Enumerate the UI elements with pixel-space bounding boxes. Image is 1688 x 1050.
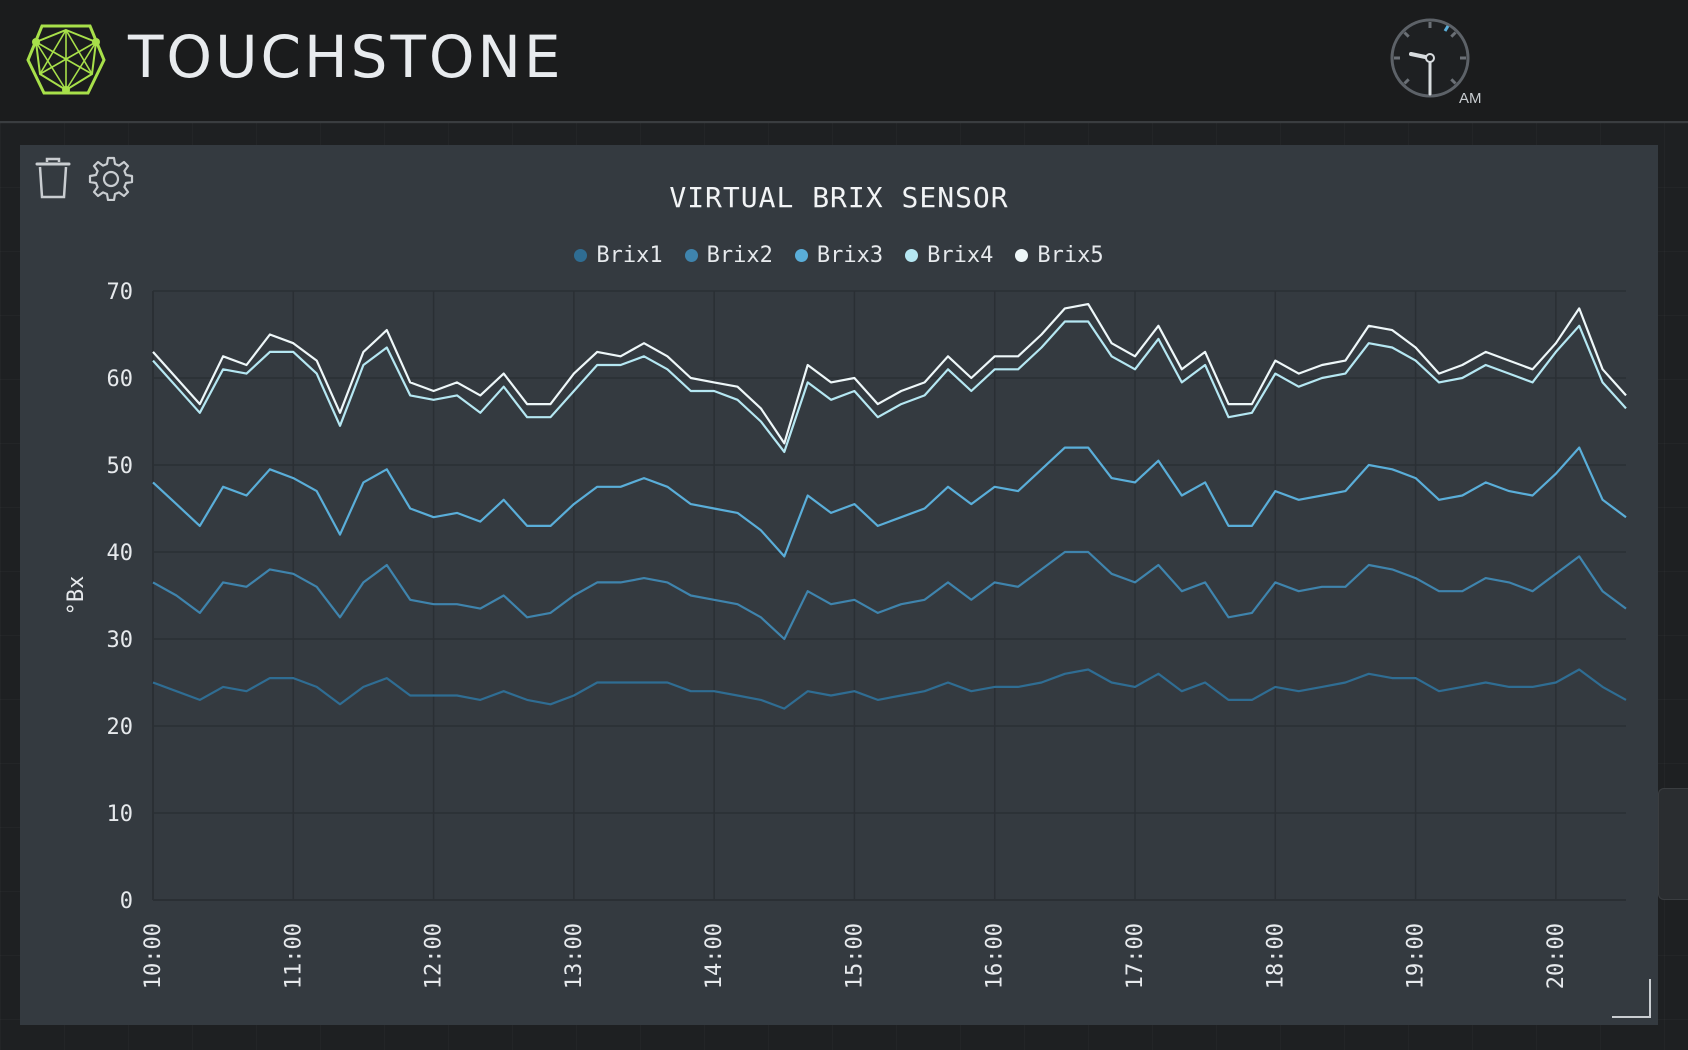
legend-label: Brix4 — [927, 243, 994, 268]
x-tick-label: 13:00 — [562, 923, 587, 989]
clock-icon — [1390, 18, 1470, 98]
x-tick-label: 12:00 — [422, 923, 447, 989]
y-tick-label: 0 — [120, 889, 133, 914]
brand-title: TOUCHSTONE — [128, 23, 564, 91]
trash-icon[interactable] — [34, 157, 72, 199]
series-line-brix5 — [152, 303, 1627, 445]
touchstone-logo-icon — [26, 24, 106, 95]
chart-legend: Brix1 Brix2 Brix3 Brix4 Brix5 — [20, 243, 1658, 268]
x-tick-label: 20:00 — [1544, 923, 1569, 989]
y-tick-label: 30 — [107, 628, 134, 653]
x-tick-label: 17:00 — [1123, 923, 1148, 989]
legend-item-brix1[interactable]: Brix1 — [574, 243, 663, 268]
x-tick-label: 18:00 — [1263, 923, 1288, 989]
legend-label: Brix3 — [816, 243, 884, 268]
line-chart: 0 10 20 30 40 50 60 70 10:00 11:00 12:00 13:00 14:00… — [64, 280, 1627, 989]
chart-title: VIRTUAL BRIX SENSOR — [669, 181, 1009, 214]
series-line-brix1 — [152, 668, 1627, 710]
legend-swatch — [794, 249, 808, 262]
legend-label: Brix1 — [596, 243, 663, 268]
side-drawer-tab[interactable] — [1658, 788, 1688, 900]
legend-item-brix3[interactable]: Brix3 — [794, 243, 884, 268]
chart-widget: VIRTUAL BRIX SENSOR Brix1 Brix2 Brix3 Br… — [20, 145, 1658, 1025]
x-tick-label: 15:00 — [842, 923, 867, 989]
legend-item-brix5[interactable]: Brix5 — [1015, 243, 1104, 268]
series-line-brix4 — [152, 320, 1627, 453]
y-tick-label: 40 — [107, 541, 134, 566]
legend-swatch — [574, 249, 588, 262]
series-line-brix3 — [152, 446, 1627, 558]
y-tick-label: 50 — [107, 454, 134, 479]
series-line-brix2 — [152, 550, 1627, 641]
top-bar: TOUCHSTONE AM — [0, 0, 1688, 123]
legend-item-brix4[interactable]: Brix4 — [905, 243, 993, 268]
y-tick-label: 70 — [107, 280, 134, 305]
x-tick-label: 16:00 — [983, 923, 1008, 989]
gear-icon[interactable] — [88, 155, 134, 201]
legend-label: Brix2 — [706, 243, 773, 268]
x-tick-label: 10:00 — [141, 923, 166, 989]
clock-period: AM — [1459, 90, 1482, 107]
x-tick-label: 11:00 — [281, 923, 306, 989]
y-tick-label: 10 — [107, 802, 134, 827]
y-axis-label: °Bx — [64, 576, 89, 616]
legend-swatch — [1015, 249, 1029, 262]
legend-item-brix2[interactable]: Brix2 — [684, 243, 773, 268]
y-tick-label: 60 — [107, 367, 134, 392]
resize-handle-icon[interactable] — [1610, 977, 1652, 1019]
legend-swatch — [905, 249, 919, 262]
legend-label: Brix5 — [1037, 243, 1104, 268]
x-tick-label: 14:00 — [702, 923, 727, 989]
legend-swatch — [684, 249, 698, 262]
y-tick-label: 20 — [107, 715, 134, 740]
x-tick-label: 19:00 — [1404, 923, 1429, 989]
